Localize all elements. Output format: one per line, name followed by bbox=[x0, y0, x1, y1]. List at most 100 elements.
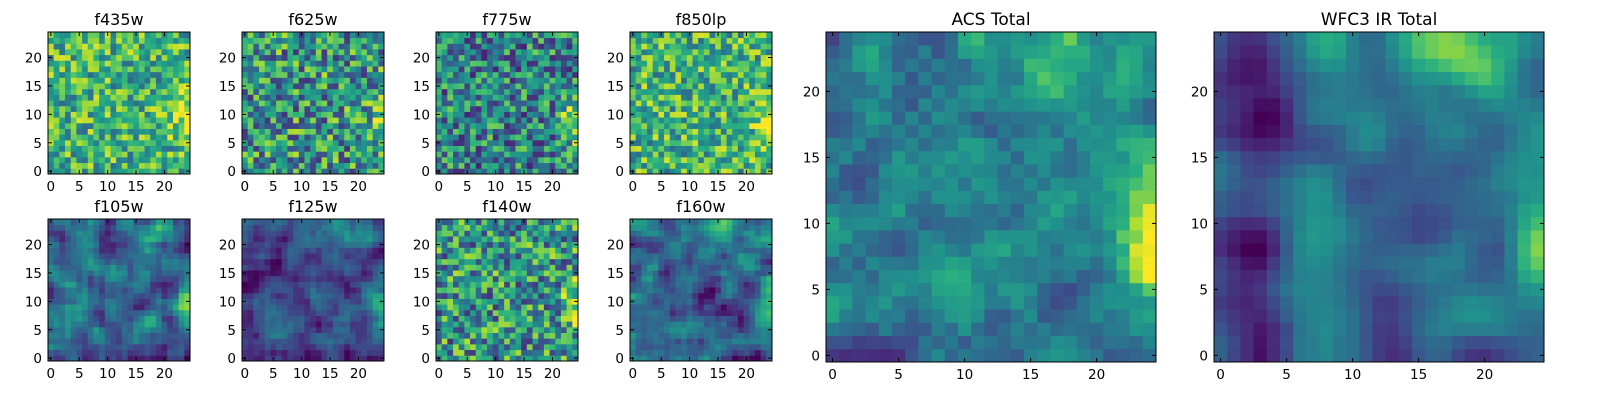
heatmap-cell bbox=[178, 355, 185, 362]
heatmap-cell bbox=[53, 37, 60, 44]
heatmap-cell bbox=[436, 49, 443, 56]
heatmap-cell bbox=[293, 156, 300, 164]
heatmap-cell bbox=[521, 304, 528, 311]
heatmap-cell bbox=[344, 122, 351, 129]
heatmap-cell bbox=[332, 37, 339, 44]
heatmap-cell bbox=[138, 309, 145, 316]
heatmap-cell bbox=[259, 287, 266, 294]
heatmap-cell bbox=[560, 168, 568, 175]
heatmap-cell bbox=[538, 315, 545, 322]
heatmap-cell bbox=[59, 134, 66, 141]
heatmap-cell bbox=[458, 145, 465, 152]
heatmap-cell bbox=[669, 292, 676, 299]
heatmap-cell bbox=[532, 71, 539, 78]
heatmap-cell bbox=[184, 253, 191, 260]
heatmap-cell bbox=[327, 156, 334, 164]
heatmap-cell bbox=[361, 128, 368, 135]
heatmap-cell bbox=[464, 258, 471, 265]
heatmap-cell bbox=[259, 338, 266, 345]
heatmap-cell bbox=[70, 315, 77, 322]
heatmap-cell bbox=[749, 309, 756, 316]
heatmap-cell bbox=[378, 321, 385, 328]
heatmap-cell bbox=[498, 37, 505, 44]
heatmap-cell bbox=[447, 77, 454, 84]
heatmap-cell bbox=[121, 270, 128, 277]
heatmap-cell bbox=[349, 338, 356, 345]
heatmap-cell bbox=[509, 230, 516, 237]
heatmap-cell bbox=[515, 230, 522, 237]
heatmap-cell bbox=[720, 49, 727, 56]
heatmap-cell bbox=[87, 264, 94, 271]
heatmap-cell bbox=[247, 253, 254, 260]
heatmap-cell bbox=[743, 281, 750, 288]
heatmap-cell bbox=[692, 32, 699, 39]
heatmap-cell bbox=[310, 270, 317, 277]
heatmap-cell bbox=[526, 66, 533, 73]
heatmap-cell bbox=[732, 94, 739, 101]
heatmap-cell bbox=[378, 88, 385, 95]
heatmap-cell bbox=[681, 111, 688, 118]
heatmap-cell bbox=[464, 83, 471, 90]
heatmap-cell bbox=[647, 315, 654, 322]
heatmap-cell bbox=[675, 145, 682, 152]
heatmap-cell bbox=[635, 292, 642, 299]
heatmap-cell bbox=[487, 298, 494, 305]
heatmap-cell bbox=[53, 156, 60, 164]
heatmap-cell bbox=[355, 321, 362, 328]
heatmap-cell bbox=[247, 134, 254, 141]
heatmap-cell bbox=[298, 315, 305, 322]
heatmap-cell bbox=[172, 247, 180, 254]
heatmap-cell bbox=[692, 281, 699, 288]
heatmap-cell bbox=[264, 275, 271, 282]
heatmap-cell bbox=[264, 219, 271, 226]
heatmap-cell bbox=[338, 332, 345, 339]
heatmap-cell bbox=[70, 145, 77, 152]
heatmap-cell bbox=[664, 117, 671, 124]
heatmap-cell bbox=[635, 338, 642, 345]
heatmap-cell bbox=[287, 66, 294, 73]
heatmap-cell bbox=[247, 355, 254, 362]
heatmap-cell bbox=[504, 105, 511, 112]
heatmap-cell bbox=[754, 156, 762, 164]
heatmap-cell bbox=[441, 236, 448, 243]
heatmap-cell bbox=[281, 338, 288, 345]
heatmap-cell bbox=[327, 343, 334, 351]
heatmap-cell bbox=[259, 128, 266, 135]
heatmap-cell bbox=[321, 60, 328, 67]
heatmap-cell bbox=[87, 343, 94, 351]
heatmap-cell bbox=[658, 117, 665, 124]
heatmap-cell bbox=[327, 145, 334, 152]
heatmap-cell bbox=[184, 236, 191, 243]
heatmap-cell bbox=[566, 66, 573, 73]
heatmap-cell bbox=[532, 236, 539, 243]
heatmap-cell bbox=[116, 321, 123, 328]
heatmap-cell bbox=[647, 321, 654, 328]
heatmap-cell bbox=[366, 128, 374, 135]
heatmap-cell bbox=[658, 321, 665, 328]
heatmap-cell bbox=[315, 151, 322, 158]
heatmap-cell bbox=[321, 298, 328, 305]
heatmap-cell bbox=[87, 304, 94, 311]
heatmap-cell bbox=[378, 37, 385, 44]
heatmap-cell bbox=[253, 49, 260, 56]
heatmap-cell bbox=[321, 287, 328, 294]
heatmap-cell bbox=[464, 241, 471, 248]
heatmap-cell bbox=[498, 162, 505, 169]
heatmap-cell bbox=[355, 338, 362, 345]
heatmap-cell bbox=[447, 105, 454, 112]
heatmap-cell bbox=[481, 338, 488, 345]
heatmap-cell bbox=[521, 66, 528, 73]
heatmap-cell bbox=[475, 151, 482, 158]
heatmap-cell bbox=[560, 71, 568, 78]
heatmap-cell bbox=[737, 49, 744, 56]
heatmap-cell bbox=[504, 349, 511, 356]
heatmap-cell bbox=[48, 66, 55, 73]
heatmap-cell bbox=[247, 105, 254, 112]
heatmap-cell bbox=[172, 219, 180, 226]
heatmap-cell bbox=[709, 128, 716, 135]
heatmap-cell bbox=[82, 230, 89, 237]
heatmap-cell bbox=[338, 100, 345, 107]
heatmap-cell bbox=[138, 128, 145, 135]
heatmap-cell bbox=[436, 94, 443, 101]
heatmap-cell bbox=[543, 60, 550, 67]
